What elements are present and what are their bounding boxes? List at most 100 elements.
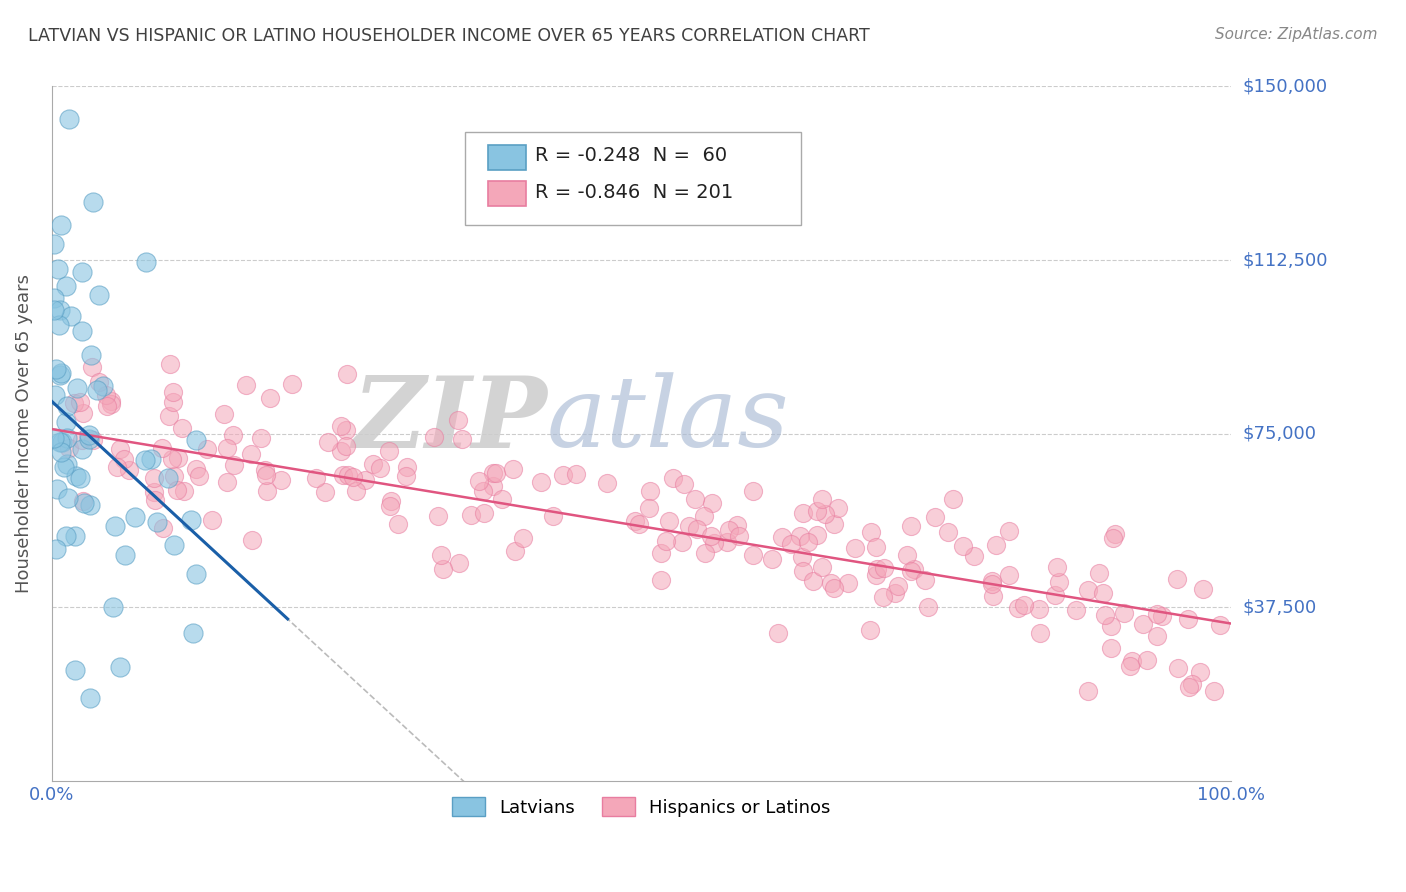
Point: [108, 442, 131, 456]
Point: [195, 442, 218, 456]
Point: [543, 508, 565, 523]
Point: [139, 452, 162, 467]
Point: [135, 255, 157, 269]
FancyBboxPatch shape: [488, 181, 526, 206]
Point: [143, 485, 166, 500]
Point: [472, 483, 495, 498]
Point: [45, 361, 67, 376]
Point: [903, 561, 925, 575]
Point: [1088, 566, 1111, 581]
Point: [330, 444, 353, 458]
Point: [1099, 619, 1122, 633]
Point: [1112, 607, 1135, 621]
Point: [790, 549, 813, 564]
Point: [56, 399, 79, 413]
Point: [811, 560, 834, 574]
Point: [368, 461, 391, 475]
Point: [1028, 625, 1050, 640]
Point: [1208, 618, 1230, 632]
Point: [159, 357, 181, 371]
Point: [1177, 612, 1199, 626]
Point: [981, 577, 1004, 591]
Point: [80, 359, 103, 374]
Point: [55, 415, 77, 429]
Text: R = -0.248  N =  60: R = -0.248 N = 60: [536, 146, 727, 165]
Point: [432, 562, 454, 576]
Point: [942, 492, 965, 507]
Point: [353, 473, 375, 487]
Text: $37,500: $37,500: [1243, 599, 1316, 616]
Point: [887, 579, 910, 593]
Point: [650, 573, 672, 587]
FancyBboxPatch shape: [464, 132, 800, 226]
Point: [44, 388, 66, 402]
Point: [460, 508, 482, 522]
Text: R = -0.846  N = 201: R = -0.846 N = 201: [536, 183, 734, 202]
Point: [42, 292, 65, 306]
Point: [96, 399, 118, 413]
Point: [49, 366, 72, 380]
Point: [900, 565, 922, 579]
FancyBboxPatch shape: [488, 145, 526, 169]
Point: [859, 624, 882, 638]
Point: [270, 473, 292, 487]
Point: [655, 533, 678, 548]
Point: [173, 483, 195, 498]
Point: [77, 432, 100, 446]
Point: [314, 484, 336, 499]
Point: [124, 510, 146, 524]
Point: [984, 538, 1007, 552]
Point: [938, 525, 960, 540]
Point: [770, 530, 793, 544]
Point: [716, 535, 738, 549]
Point: [1094, 608, 1116, 623]
Point: [917, 600, 939, 615]
Point: [1146, 629, 1168, 643]
Point: [42, 237, 65, 252]
Point: [1077, 683, 1099, 698]
Point: [725, 517, 748, 532]
Point: [1188, 665, 1211, 679]
Point: [259, 391, 281, 405]
Point: [449, 556, 471, 570]
Point: [380, 499, 402, 513]
Point: [896, 548, 918, 562]
Point: [56, 491, 79, 505]
Point: [49, 368, 72, 383]
Point: [72, 442, 94, 456]
Point: [46, 482, 69, 496]
Point: [181, 625, 204, 640]
Point: [742, 483, 765, 498]
Point: [329, 419, 352, 434]
Point: [108, 659, 131, 673]
Point: [55, 457, 77, 471]
Point: [512, 531, 534, 545]
Point: [596, 475, 619, 490]
Point: [162, 395, 184, 409]
Point: [640, 484, 662, 499]
Point: [387, 516, 409, 531]
Legend: Latvians, Hispanics or Latinos: Latvians, Hispanics or Latinos: [446, 790, 838, 824]
Point: [250, 431, 273, 445]
Point: [844, 541, 866, 555]
Point: [256, 483, 278, 498]
Point: [727, 529, 749, 543]
Point: [779, 536, 801, 550]
Point: [638, 500, 661, 515]
Point: [79, 690, 101, 705]
Point: [336, 367, 359, 381]
Point: [100, 394, 122, 409]
Point: [335, 423, 357, 437]
Point: [662, 471, 685, 485]
Point: [914, 573, 936, 587]
Point: [900, 519, 922, 533]
Point: [806, 528, 828, 542]
Point: [693, 546, 716, 560]
Point: [82, 195, 104, 210]
Point: [1101, 532, 1123, 546]
Point: [240, 447, 263, 461]
Point: [686, 522, 709, 536]
Point: [1166, 572, 1188, 586]
Point: [48, 318, 70, 332]
Point: [380, 494, 402, 508]
